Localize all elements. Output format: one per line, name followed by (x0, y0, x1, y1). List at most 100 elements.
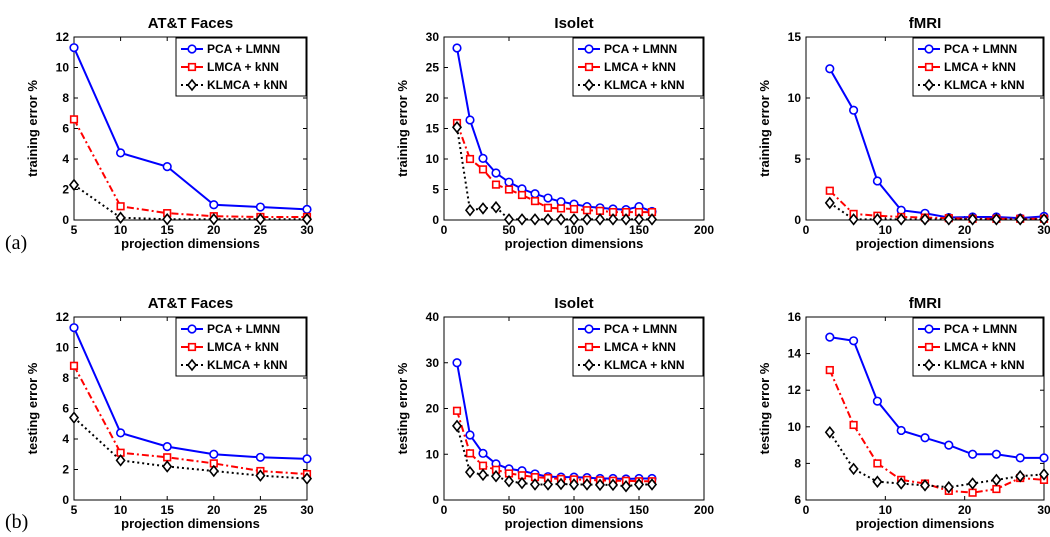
y-tick-label: 5 (794, 152, 801, 166)
subplots-grid: AT&T Faces projection dimensions training … (25, 15, 1050, 531)
data-point (69, 323, 79, 333)
data-point (478, 153, 488, 163)
series-klmca (451, 419, 658, 493)
x-tick-label: 30 (300, 503, 314, 517)
y-tick-label: 0 (62, 213, 69, 227)
x-tick-label: 25 (254, 503, 268, 517)
x-tick-label: 50 (502, 223, 516, 237)
x-tick-label: 10 (114, 223, 128, 237)
data-point (646, 478, 658, 491)
data-point (896, 477, 907, 490)
data-point (209, 449, 219, 459)
data-point (872, 396, 883, 406)
x-tick-label: 30 (1037, 223, 1050, 237)
x-tick-label: 10 (114, 503, 128, 517)
row-label-b: (b) (5, 511, 28, 533)
series-line (73, 47, 308, 211)
x-tick-label: 20 (207, 223, 221, 237)
data-point (582, 206, 592, 215)
data-point (1015, 469, 1026, 483)
y-tick-label: 15 (426, 122, 440, 136)
x-tick-label: 50 (502, 503, 516, 517)
chart-title: Isolet (554, 15, 593, 32)
series-klmca (451, 120, 658, 226)
legend-label: PCA + LMNN (207, 42, 280, 56)
legend-marker (187, 324, 197, 334)
legend-label: LMCA + kNN (944, 340, 1016, 354)
chart-3: fMRI projection dimensions training error … (757, 15, 1050, 251)
data-point (504, 185, 514, 194)
data-point (633, 478, 645, 491)
x-tick-label: 5 (71, 503, 78, 517)
x-axis-label: projection dimensions (121, 236, 260, 251)
data-point (478, 165, 488, 174)
data-point (503, 213, 515, 226)
legend-marker (187, 44, 197, 54)
y-tick-label: 25 (426, 61, 440, 75)
data-point (920, 433, 930, 443)
y-tick-label: 40 (426, 310, 440, 324)
series-line (829, 202, 1044, 221)
legend-marker (924, 44, 934, 54)
chart-6: fMRI projection dimensions testing error %… (757, 295, 1050, 531)
data-point (503, 474, 515, 488)
series-lmca (452, 118, 657, 217)
data-point (162, 212, 173, 226)
series-line (828, 369, 1045, 494)
y-axis-label: testing error % (395, 362, 410, 454)
series-klmca (824, 426, 1050, 494)
data-point (849, 420, 858, 430)
y-tick-label: 10 (426, 152, 440, 166)
row-label-a: (a) (5, 232, 27, 254)
data-point (255, 202, 266, 212)
series-line (456, 362, 652, 480)
data-point (529, 478, 541, 491)
data-point (162, 460, 173, 473)
y-tick-label: 2 (62, 463, 69, 477)
y-axis-label: testing error % (757, 362, 772, 454)
legend-label: PCA + LMNN (944, 42, 1017, 56)
legend-label: LMCA + kNN (604, 340, 676, 354)
x-tick-label: 10 (879, 223, 893, 237)
data-point (162, 162, 172, 172)
data-point (1038, 468, 1050, 481)
data-point (451, 419, 463, 433)
series-line (829, 336, 1044, 459)
data-point (464, 465, 476, 479)
y-tick-label: 14 (788, 347, 802, 361)
series-pca (69, 323, 312, 464)
x-tick-label: 20 (958, 223, 972, 237)
data-point (825, 186, 834, 195)
data-point (452, 406, 462, 415)
series-klmca (68, 411, 313, 485)
data-point (504, 177, 514, 187)
y-tick-label: 8 (62, 91, 69, 105)
x-tick-label: 0 (803, 223, 810, 237)
data-point (848, 213, 859, 226)
legend-marker (583, 78, 595, 92)
data-point (872, 475, 883, 488)
legend-label: KLMCA + kNN (944, 78, 1025, 92)
y-tick-label: 12 (56, 30, 70, 44)
legend-marker (186, 358, 198, 372)
legend-marker (583, 358, 595, 372)
data-point (967, 213, 978, 226)
chart-title: fMRI (909, 295, 942, 312)
x-tick-label: 20 (207, 503, 221, 517)
legend-marker (186, 78, 198, 92)
data-point (555, 213, 567, 226)
series-klmca (68, 178, 313, 226)
data-point (302, 204, 312, 214)
chart-5: Isolet projection dimensions testing error… (395, 295, 714, 531)
legend-label: PCA + LMNN (944, 322, 1017, 336)
x-tick-label: 30 (300, 223, 314, 237)
data-point (991, 449, 1002, 459)
data-point (919, 479, 931, 492)
data-point (943, 213, 954, 226)
data-point (824, 196, 835, 210)
x-tick-label: 25 (254, 223, 268, 237)
data-point (1015, 453, 1025, 463)
data-point (991, 473, 1002, 487)
data-point (162, 442, 172, 452)
chart-title: AT&T Faces (148, 15, 234, 32)
